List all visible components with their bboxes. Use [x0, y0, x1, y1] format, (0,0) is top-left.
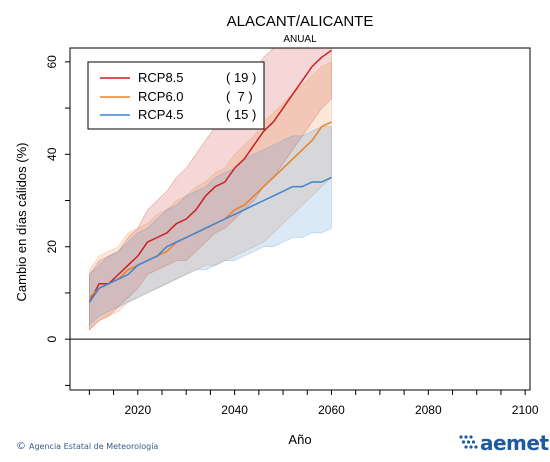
x-tick-label: 2060: [318, 403, 345, 417]
aemet-emblem-icon: [459, 435, 478, 449]
y-axis-label: Cambio en días cálidos (%): [14, 143, 29, 302]
legend-box: [87, 61, 265, 130]
series-line-rcp45: [88, 176, 332, 303]
legend: RCP8.5 ( 19 ) RCP6.0 ( 7 ) RCP4.5 ( 15 ): [87, 61, 265, 130]
legend-count-rcp60: ( 7 ): [226, 89, 253, 104]
chart-subtitle: ANUAL: [283, 34, 317, 45]
footer-credit: © Agencia Estatal de Meteorología: [16, 441, 158, 452]
y-tick-label: 20: [45, 240, 59, 254]
y-tick-label: 60: [45, 55, 59, 69]
x-tick-label: 2080: [415, 403, 442, 417]
legend-label-rcp45: RCP4.5: [138, 107, 184, 122]
y-tick-label: 0: [45, 336, 59, 343]
plot-frame: [69, 47, 531, 391]
legend-count-rcp45: ( 15 ): [226, 107, 256, 122]
copyright-symbol: ©: [16, 441, 26, 452]
chart-title: ALACANT/ALICANTE: [227, 13, 374, 30]
legend-label-rcp85: RCP8.5: [138, 70, 184, 85]
series-line-rcp85: [88, 49, 332, 303]
x-axis-label: Año: [288, 432, 311, 447]
x-axis: 2020 2040 2060 2080 2100: [88, 390, 539, 417]
plot-area: [69, 47, 531, 391]
y-axis: 0 20 40 60: [45, 55, 70, 386]
footer-credit-text: Agencia Estatal de Meteorología: [29, 442, 159, 451]
legend-label-rcp60: RCP6.0: [138, 89, 184, 104]
x-tick-label: 2020: [124, 403, 151, 417]
x-tick-label: 2100: [512, 403, 539, 417]
series-lines: [88, 49, 332, 303]
x-tick-label: 2040: [221, 403, 248, 417]
legend-count-rcp85: ( 19 ): [226, 70, 256, 85]
aemet-logo: aemet: [458, 431, 549, 455]
y-tick-label: 40: [45, 147, 59, 161]
brand-wordmark: aemet: [480, 431, 549, 455]
